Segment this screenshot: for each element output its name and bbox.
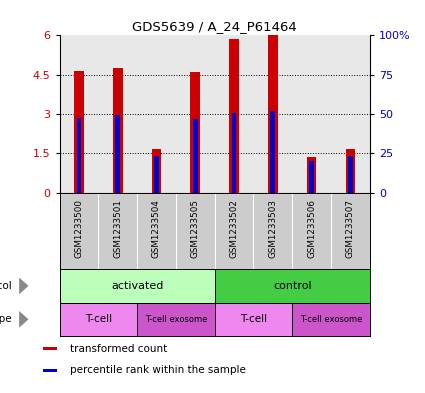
Text: protocol: protocol [0, 281, 11, 291]
Bar [74, 71, 84, 193]
Bar [270, 111, 275, 193]
Text: GSM1233506: GSM1233506 [307, 199, 316, 257]
Bar [232, 113, 236, 193]
Text: T-cell exosome: T-cell exosome [144, 315, 207, 324]
Bar [190, 72, 200, 193]
Text: cell type: cell type [0, 314, 11, 324]
Title: GDS5639 / A_24_P61464: GDS5639 / A_24_P61464 [132, 20, 297, 33]
Bar [309, 161, 314, 193]
Bar [60, 303, 137, 336]
Text: percentile rank within the sample: percentile rank within the sample [70, 365, 246, 375]
Bar [154, 156, 159, 193]
Bar [115, 115, 120, 193]
Bar [60, 269, 215, 303]
Text: GSM1233500: GSM1233500 [74, 199, 83, 258]
Text: GSM1233507: GSM1233507 [346, 199, 355, 258]
Bar [348, 156, 353, 193]
Polygon shape [19, 311, 28, 328]
Text: T-cell: T-cell [240, 314, 267, 324]
Polygon shape [19, 277, 28, 294]
Text: T-cell: T-cell [85, 314, 112, 324]
Bar [346, 149, 355, 193]
Text: GSM1233505: GSM1233505 [191, 199, 200, 258]
Bar [215, 303, 292, 336]
Text: GSM1233504: GSM1233504 [152, 199, 161, 257]
Bar [215, 269, 370, 303]
Bar [113, 68, 122, 193]
Text: T-cell exosome: T-cell exosome [300, 315, 362, 324]
Text: control: control [273, 281, 312, 291]
Bar [193, 119, 198, 193]
Bar [307, 157, 317, 193]
Text: GSM1233503: GSM1233503 [268, 199, 277, 258]
Text: activated: activated [111, 281, 163, 291]
Bar [292, 303, 370, 336]
Text: transformed count: transformed count [70, 343, 167, 354]
Bar [268, 35, 278, 193]
Bar [152, 149, 162, 193]
Bar [42, 347, 57, 350]
Text: GSM1233502: GSM1233502 [230, 199, 238, 257]
Bar [76, 118, 81, 193]
Text: GSM1233501: GSM1233501 [113, 199, 122, 257]
Bar [42, 369, 57, 372]
Bar [229, 39, 239, 193]
Bar [137, 303, 215, 336]
